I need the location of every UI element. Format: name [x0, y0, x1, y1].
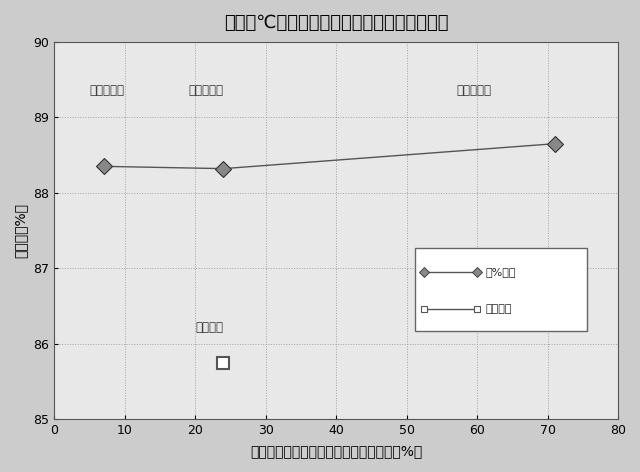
- Text: 実施例１１: 実施例１１: [90, 84, 125, 97]
- Text: 比較例３: 比較例３: [195, 320, 223, 334]
- FancyBboxPatch shape: [415, 247, 587, 330]
- Y-axis label: 選択率（%）: 選択率（%）: [14, 203, 28, 258]
- Text: ５%　Ｏ: ５% Ｏ: [486, 267, 516, 277]
- X-axis label: コンディショニング供給ガス中の酸素（%）: コンディショニング供給ガス中の酸素（%）: [250, 444, 422, 458]
- Text: 実施例１２: 実施例１２: [188, 84, 223, 97]
- Text: 実施例１３: 実施例１３: [456, 84, 491, 97]
- Text: Ｏ２なし: Ｏ２なし: [486, 304, 512, 314]
- Title: ２４５℃でのコンディショニング時間の影響: ２４５℃でのコンディショニング時間の影響: [224, 14, 449, 32]
